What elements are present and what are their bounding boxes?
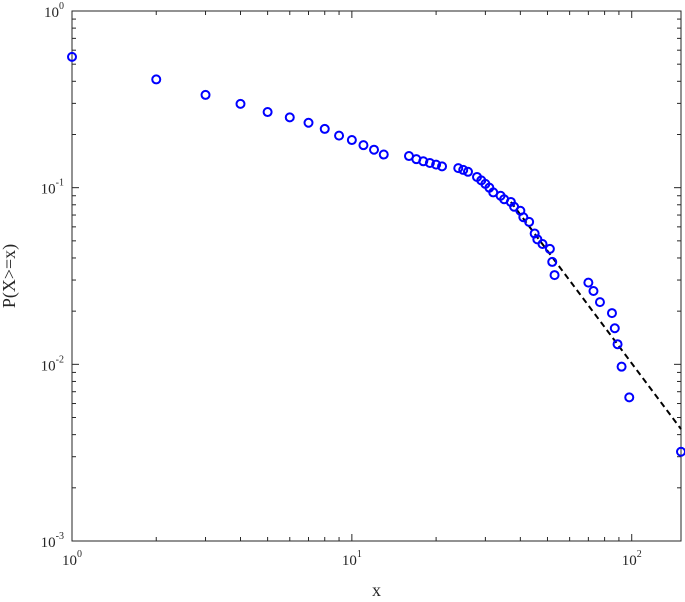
fit-line-layer — [510, 201, 682, 430]
x-axis-label: x — [372, 580, 381, 600]
data-point — [284, 112, 295, 123]
y-tick-label: 10-2 — [41, 354, 64, 374]
data-point — [346, 135, 357, 146]
data-point — [549, 270, 560, 281]
data-point — [358, 140, 369, 151]
x-ticks: 100 101 102 — [62, 11, 642, 569]
y-tick-label: 10-3 — [41, 531, 64, 551]
data-point — [462, 166, 473, 177]
data-point — [594, 297, 605, 308]
data-point — [588, 286, 599, 297]
y-axis-label: P(X>=x) — [0, 244, 20, 308]
data-point — [151, 74, 162, 85]
data-point — [369, 144, 380, 155]
data-point — [583, 277, 594, 288]
data-point — [418, 156, 429, 167]
data-point — [676, 446, 685, 457]
data-point — [378, 149, 389, 160]
plot-area — [71, 10, 682, 542]
data-point — [303, 117, 314, 128]
y-ticks: 10-3 10-2 10-1 100 — [41, 1, 681, 551]
data-point — [200, 89, 211, 100]
data-points — [67, 51, 685, 457]
y-tick-label: 10-1 — [41, 178, 64, 198]
data-point — [453, 163, 464, 174]
y-tick-label: 100 — [44, 1, 64, 21]
data-point — [431, 159, 442, 170]
data-point — [606, 308, 617, 319]
data-point — [67, 51, 77, 62]
x-tick-label: 101 — [342, 549, 362, 569]
data-point — [235, 98, 246, 109]
data-point — [612, 339, 623, 350]
data-point — [262, 107, 273, 118]
data-point — [616, 361, 627, 372]
fit-line — [510, 201, 682, 430]
data-point — [624, 392, 635, 403]
data-point — [524, 216, 535, 227]
data-point — [609, 323, 620, 334]
data-point — [437, 161, 448, 172]
data-point — [458, 164, 469, 175]
data-point — [537, 238, 548, 249]
x-tick-label: 102 — [622, 549, 642, 569]
data-point — [424, 157, 435, 168]
data-point — [544, 243, 555, 254]
x-tick-label: 100 — [62, 549, 82, 569]
data-point — [334, 130, 345, 141]
data-point — [319, 123, 330, 134]
data-point — [547, 256, 558, 267]
